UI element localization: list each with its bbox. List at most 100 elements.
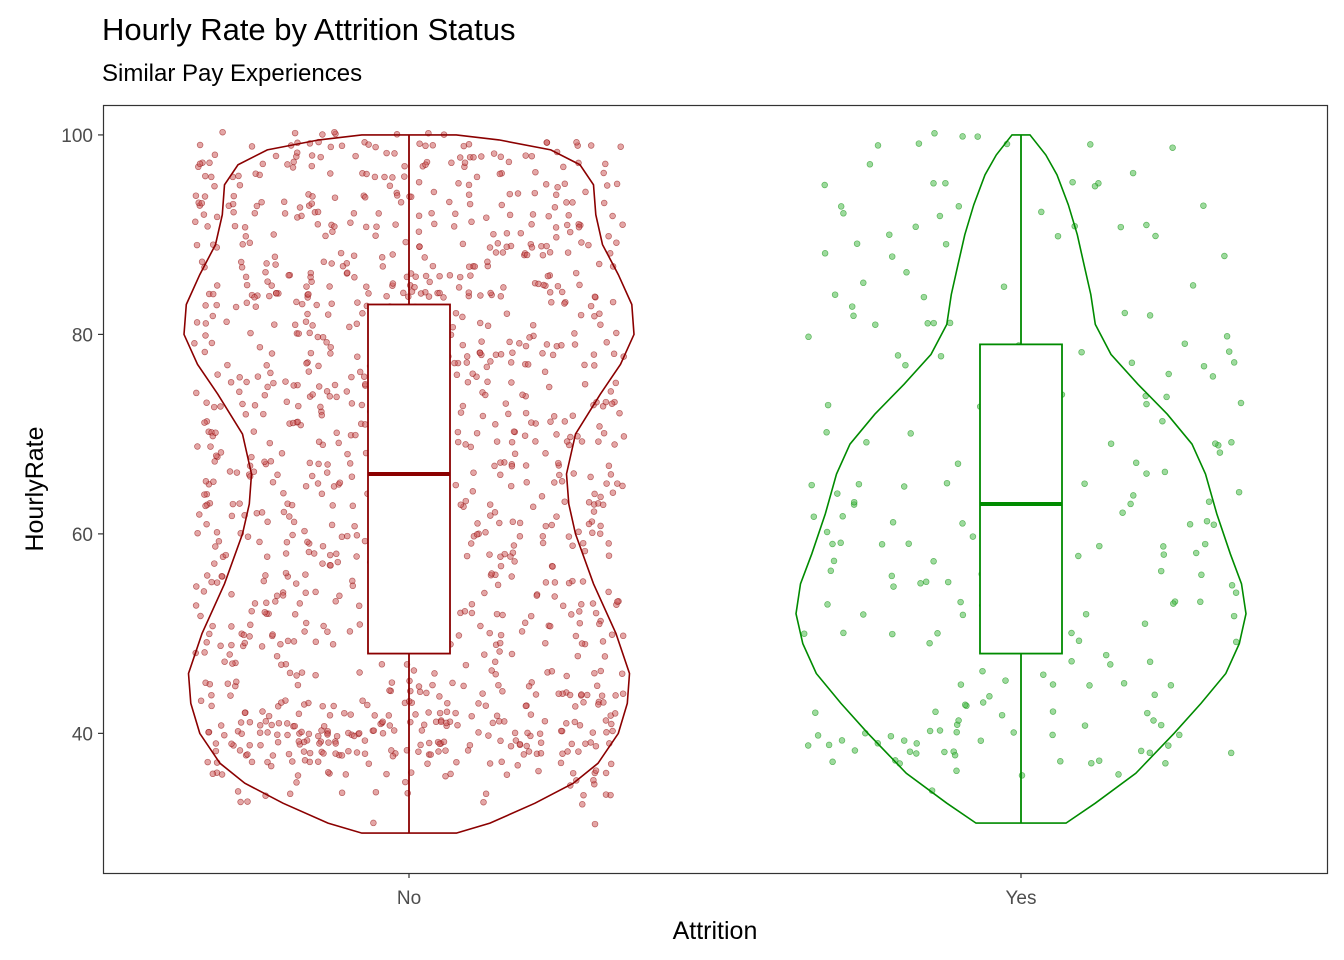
data-point — [237, 719, 245, 726]
data-point — [281, 210, 289, 217]
data-point — [341, 709, 348, 717]
data-point — [548, 521, 556, 529]
data-point — [305, 730, 313, 738]
data-point — [192, 218, 199, 226]
data-point — [310, 550, 318, 557]
data-point — [318, 490, 326, 498]
data-point — [280, 508, 288, 516]
data-point — [388, 679, 396, 686]
data-point — [436, 709, 444, 717]
data-point — [491, 509, 499, 516]
data-point — [495, 718, 503, 725]
data-point — [542, 450, 549, 457]
data-point — [250, 428, 258, 435]
data-point — [497, 553, 504, 560]
data-point — [578, 239, 585, 246]
data-point — [306, 758, 314, 766]
data-point — [619, 482, 626, 490]
data-point — [269, 478, 277, 486]
data-point — [200, 211, 208, 218]
data-point — [514, 762, 521, 769]
data-point — [354, 353, 361, 360]
data-point — [301, 628, 308, 635]
data-point — [400, 289, 407, 297]
data-point — [609, 489, 617, 496]
data-point — [289, 419, 297, 427]
data-point — [915, 140, 923, 147]
data-point — [202, 332, 209, 339]
data-point — [934, 630, 941, 637]
data-point — [542, 639, 549, 647]
data-point — [461, 608, 469, 615]
data-point — [263, 260, 270, 267]
data-point — [326, 393, 334, 400]
data-point — [462, 661, 470, 669]
data-point — [274, 731, 281, 738]
data-point — [941, 748, 948, 756]
data-point — [597, 667, 605, 675]
data-point — [410, 667, 418, 674]
data-point — [539, 350, 546, 357]
data-point — [505, 158, 513, 166]
data-point — [1049, 731, 1056, 739]
data-point — [314, 221, 322, 228]
data-point — [264, 729, 271, 736]
data-point — [446, 198, 453, 206]
data-point — [1232, 589, 1240, 596]
data-point — [957, 598, 964, 606]
data-point — [526, 334, 533, 341]
data-point — [457, 409, 465, 416]
data-point — [279, 592, 287, 599]
data-point — [371, 712, 378, 719]
data-point — [486, 244, 494, 251]
data-point — [227, 379, 235, 386]
data-point — [312, 671, 319, 679]
data-point — [482, 391, 489, 399]
data-point — [203, 399, 210, 406]
data-point — [1209, 373, 1217, 380]
data-point — [324, 628, 331, 635]
data-point — [810, 513, 818, 520]
data-point — [612, 379, 620, 387]
data-point — [521, 619, 529, 627]
data-point — [241, 639, 249, 647]
data-point — [837, 203, 845, 210]
data-point — [278, 661, 285, 668]
data-point — [591, 293, 599, 300]
data-point — [538, 493, 546, 500]
data-point — [487, 358, 494, 365]
data-point — [839, 513, 846, 520]
data-point — [278, 699, 285, 706]
data-point — [302, 619, 310, 627]
data-point — [478, 153, 485, 160]
data-point — [998, 711, 1006, 719]
data-point — [344, 532, 351, 540]
data-point — [506, 211, 514, 219]
data-point — [389, 174, 396, 181]
data-point — [390, 727, 398, 734]
data-point — [585, 520, 593, 528]
data-point — [397, 199, 405, 206]
data-point — [290, 638, 298, 645]
data-point — [294, 214, 301, 221]
data-point — [608, 631, 616, 638]
data-point — [543, 242, 550, 250]
data-point — [207, 443, 214, 450]
data-point — [212, 543, 219, 550]
data-point — [363, 283, 370, 290]
data-point — [214, 371, 221, 378]
data-point — [953, 728, 960, 736]
data-point — [511, 729, 519, 737]
data-point — [491, 462, 498, 470]
data-point — [541, 368, 549, 376]
data-point — [565, 533, 573, 540]
data-point — [541, 717, 549, 725]
data-point — [1192, 549, 1200, 557]
data-point — [208, 173, 215, 181]
data-point — [605, 540, 612, 547]
data-point — [575, 748, 582, 755]
data-point — [578, 601, 585, 608]
data-point — [527, 711, 535, 718]
data-point — [261, 608, 269, 616]
data-point — [197, 697, 205, 705]
